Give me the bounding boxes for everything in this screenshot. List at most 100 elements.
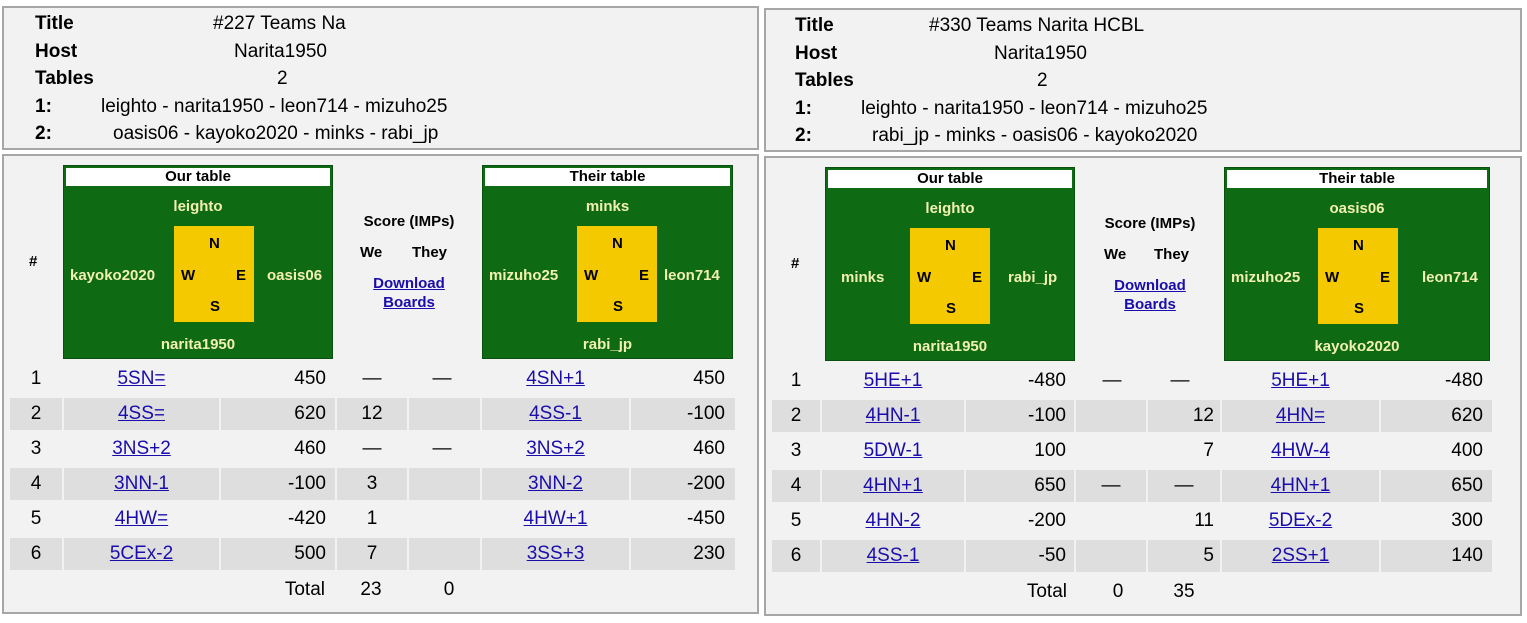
their-contract-link[interactable]: 2SS+1 [1222, 540, 1379, 572]
our-contract-link[interactable]: 3NN-1 [64, 468, 219, 500]
total-label: Total [284, 579, 325, 600]
we-imps: — [362, 438, 382, 459]
their-score: 300 [1451, 510, 1483, 531]
our-table-header: Our table [64, 166, 332, 188]
our-contract-link[interactable]: 4HN-1 [822, 400, 964, 432]
their-score: 140 [1381, 540, 1492, 572]
south-player: narita1950 [160, 336, 236, 353]
download-boards-link[interactable]: Download Boards [349, 274, 469, 312]
host-value: Narita1950 [994, 43, 1087, 64]
their-contract-link[interactable]: 5DEx-2 [1268, 510, 1333, 531]
table1-label: 1: [35, 96, 52, 117]
compass-north: N [1353, 237, 1364, 254]
east-player: oasis06 [267, 267, 323, 284]
their-score: -100 [631, 398, 735, 430]
compass-west: W [917, 269, 932, 286]
north-player: minks [585, 198, 630, 215]
compass-east: E [1380, 269, 1391, 286]
compass-south: S [613, 298, 624, 315]
our-contract-link[interactable]: 3NS+2 [112, 438, 171, 459]
their-contract-link[interactable]: 5HE+1 [1271, 370, 1330, 391]
boards-label: Boards [383, 294, 435, 311]
board-number: 5 [790, 510, 802, 531]
board-row: 2 4HN-1 -100 12 4HN= 620 [772, 400, 1492, 432]
our-contract-link[interactable]: 4SS= [64, 398, 219, 430]
their-score: 460 [693, 438, 725, 459]
tables-label: Tables [795, 70, 854, 91]
board-row: 3 5DW-1 100 7 4HW-4 400 [772, 435, 1492, 467]
our-contract-link[interactable]: 4SS-1 [822, 540, 964, 572]
they-imps: — [1148, 470, 1220, 502]
board-row: 1 5HE+1 -480 — — 5HE+1 -480 [772, 365, 1492, 397]
tables-label: Tables [35, 68, 94, 89]
their-contract-link[interactable]: 4HN= [1222, 400, 1379, 432]
board-row: 2 4SS= 620 12 4SS-1 -100 [10, 398, 735, 430]
south-player: rabi_jp [582, 336, 633, 353]
host-label: Host [795, 43, 838, 64]
their-contract-link[interactable]: 4HN+1 [1222, 470, 1379, 502]
board-number: 3 [30, 438, 42, 459]
we-imps: 12 [337, 398, 407, 430]
table2-players: oasis06 - kayoko2020 - minks - rabi_jp [113, 123, 439, 144]
their-contract-link[interactable]: 4HW-4 [1271, 440, 1330, 461]
their-contract-link[interactable]: 3NS+2 [526, 438, 585, 459]
their-table-header: Their table [483, 166, 732, 188]
they-header: They [412, 244, 448, 261]
our-contract-link[interactable]: 5CEx-2 [64, 538, 219, 570]
compass-east: E [236, 267, 247, 284]
compass-north: N [612, 235, 623, 252]
their-score: -480 [1444, 370, 1483, 391]
board-number: 1 [790, 370, 802, 391]
compass-east: E [972, 269, 983, 286]
compass-west: W [584, 267, 599, 284]
boards-label: Boards [1124, 296, 1176, 313]
total-we: 23 [360, 579, 382, 600]
our-score: 620 [221, 398, 335, 430]
our-score: -100 [966, 400, 1074, 432]
download-boards-link[interactable]: Download Boards [1090, 276, 1210, 314]
west-player: kayoko2020 [70, 267, 156, 284]
they-imps: 12 [1148, 400, 1220, 432]
their-contract-link[interactable]: 4SS-1 [482, 398, 629, 430]
our-score: -50 [966, 540, 1074, 572]
left-info-panel: Title #227 Teams Na Host Narita1950 Tabl… [2, 6, 759, 150]
our-score: -480 [1027, 370, 1066, 391]
download-label: Download [1114, 277, 1186, 294]
our-contract-link[interactable]: 5SN= [117, 368, 166, 389]
they-imps: 11 [1194, 510, 1214, 531]
our-contract-link[interactable]: 4HW= [114, 508, 169, 529]
our-contract-link[interactable]: 5DW-1 [863, 440, 923, 461]
their-score: -200 [631, 468, 735, 500]
we-imps: 1 [366, 508, 378, 529]
we-imps: — [1076, 470, 1146, 502]
they-imps [409, 468, 480, 500]
host-value: Narita1950 [234, 41, 327, 62]
their-contract-link[interactable]: 4SN+1 [526, 368, 585, 389]
compass-west: W [181, 267, 196, 284]
table2-label: 2: [35, 123, 52, 144]
board-row: 4 3NN-1 -100 3 3NN-2 -200 [10, 468, 735, 500]
they-imps: — [432, 438, 452, 459]
their-score: 650 [1381, 470, 1492, 502]
board-row: 4 4HN+1 650 — — 4HN+1 650 [772, 470, 1492, 502]
their-contract-link[interactable]: 4HW+1 [523, 508, 588, 529]
their-contract-link[interactable]: 3SS+3 [482, 538, 629, 570]
left-results-panel: # Our table leighto kayoko2020 oasis06 n… [2, 154, 759, 614]
their-table-box: Their table minks mizuho25 leon714 rabi_… [482, 165, 733, 359]
their-contract-link[interactable]: 3NN-2 [482, 468, 629, 500]
compass: N W E S [174, 226, 254, 322]
our-contract-link[interactable]: 4HN+1 [822, 470, 964, 502]
they-header: They [1154, 246, 1190, 263]
they-imps [409, 538, 480, 570]
east-player: leon714 [1422, 269, 1478, 286]
table1-players: leighto - narita1950 - leon714 - mizuho2… [101, 96, 448, 117]
our-contract-link[interactable]: 5HE+1 [863, 370, 923, 391]
their-score: 230 [631, 538, 735, 570]
compass-west: W [1325, 269, 1340, 286]
our-contract-link[interactable]: 4HN-2 [865, 510, 921, 531]
board-number: 4 [10, 468, 62, 500]
west-player: mizuho25 [1231, 269, 1301, 286]
north-player: leighto [925, 200, 975, 217]
board-number-header: # [791, 255, 800, 272]
board-row: 5 4HW= -420 1 4HW+1 -450 [10, 503, 735, 535]
